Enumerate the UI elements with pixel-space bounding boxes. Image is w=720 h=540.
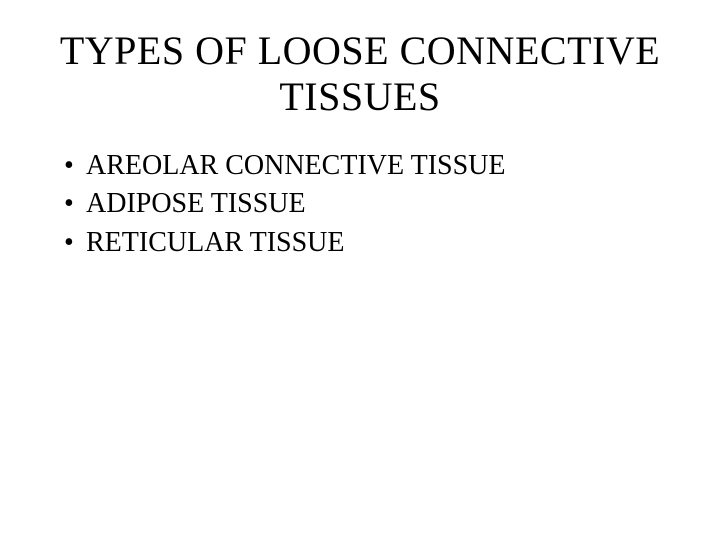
bullet-list: AREOLAR CONNECTIVE TISSUE ADIPOSE TISSUE… [36, 148, 684, 261]
slide-title: TYPES OF LOOSE CONNECTIVE TISSUES [36, 28, 684, 120]
slide: TYPES OF LOOSE CONNECTIVE TISSUES AREOLA… [0, 0, 720, 540]
list-item: ADIPOSE TISSUE [64, 186, 684, 222]
list-item: RETICULAR TISSUE [64, 225, 684, 261]
list-item: AREOLAR CONNECTIVE TISSUE [64, 148, 684, 184]
